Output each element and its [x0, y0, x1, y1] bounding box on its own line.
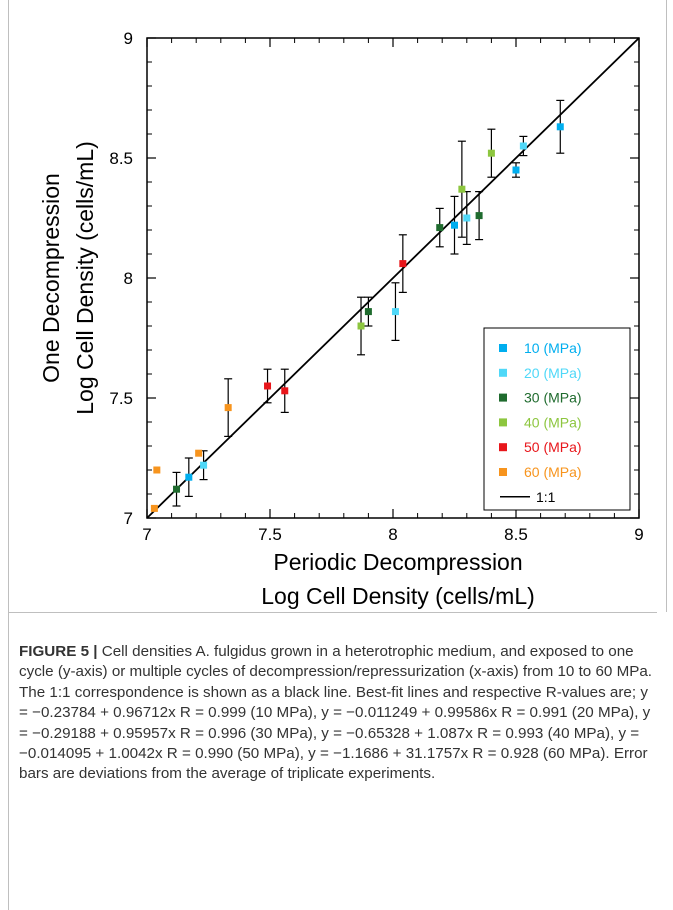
legend-marker: [499, 418, 507, 427]
data-point: [458, 185, 466, 193]
caption-divider: [9, 612, 657, 623]
figure-caption-block: FIGURE 5 | Cell densities A. fulgidus gr…: [8, 612, 666, 910]
data-point: [195, 449, 203, 457]
scatter-chart: 77 7.5 7.5 8 8 8.5 8.5 9 9 Periodic Decompression…: [38, 29, 644, 609]
data-point: [556, 123, 564, 131]
x-axis-title: Log Cell Density (cells/mL): [261, 583, 535, 609]
legend-box: [483, 327, 631, 511]
x-tick-label: 7.5: [258, 525, 282, 544]
y-tick-label: 7.5: [109, 389, 133, 408]
data-point: [224, 404, 232, 412]
legend-label: 40 (MPa): [524, 414, 582, 430]
data-point: [512, 166, 520, 174]
data-point: [150, 504, 158, 512]
y-tick-label: 8.5: [109, 149, 133, 168]
data-point: [185, 473, 193, 481]
legend-label: 10 (MPa): [524, 340, 582, 356]
x-tick-label: 8.5: [504, 525, 528, 544]
y-tick-label: 8: [124, 269, 133, 288]
caption-text: Cell densities A. fulgidus grown in a he…: [19, 643, 653, 783]
data-point: [519, 142, 527, 150]
data-point: [436, 224, 444, 232]
y-tick-label: 7: [124, 509, 133, 528]
legend-marker: [499, 393, 507, 402]
data-point: [451, 221, 458, 229]
legend-label: 30 (MPa): [524, 390, 582, 406]
data-point: [173, 485, 181, 493]
data-point: [391, 308, 399, 316]
figure-label: FIGURE 5 |: [19, 643, 98, 660]
legend-label: 1:1: [536, 489, 556, 505]
data-point: [475, 212, 483, 220]
data-point: [264, 382, 272, 390]
y-tick-label: 9: [124, 29, 133, 48]
data-point: [399, 260, 407, 268]
y-axis-title: Log Cell Density (cells/mL): [72, 141, 98, 415]
legend-marker: [499, 468, 507, 476]
legend-label: 60 (MPa): [524, 464, 582, 480]
data-point: [487, 149, 495, 157]
x-tick-label: 7: [142, 525, 151, 544]
x-tick-label: 9: [634, 525, 643, 544]
figure-panel: 7 7 7.5 7.5 8 8 8.5 8.5 9 9 Periodic Decompression…: [8, 0, 667, 612]
x-axis-title: Periodic Decompression: [273, 549, 522, 575]
legend-marker: [499, 368, 507, 377]
legend-label: 50 (MPa): [524, 439, 582, 455]
data-point: [281, 387, 289, 395]
data-point: [153, 466, 161, 474]
data-point: [200, 461, 208, 469]
legend-marker: [499, 443, 507, 452]
data-point: [463, 214, 471, 222]
x-tick-label: 8: [388, 525, 397, 544]
y-axis-title: One Decompression: [38, 173, 64, 383]
data-point: [364, 308, 372, 316]
data-point: [357, 322, 365, 330]
legend-marker: [499, 344, 507, 352]
figure-caption: FIGURE 5 | Cell densities A. fulgidus gr…: [19, 642, 655, 785]
legend-label: 20 (MPa): [524, 365, 582, 381]
one-to-one-line: [146, 37, 640, 519]
